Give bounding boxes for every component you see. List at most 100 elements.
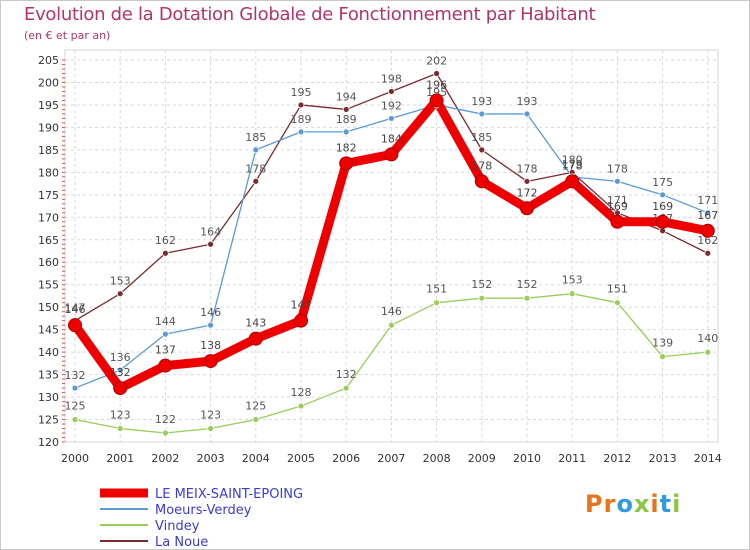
data-label-vindey: 125	[65, 400, 86, 413]
data-label-vindey: 153	[562, 274, 583, 287]
point-vindey	[568, 290, 576, 298]
data-label-vindey: 123	[200, 409, 221, 422]
x-tick-label: 2005	[287, 452, 315, 465]
y-tick-label: 130	[38, 391, 59, 404]
x-tick-label: 2010	[513, 452, 541, 465]
y-tick-label: 150	[38, 301, 59, 314]
point-vindey	[342, 384, 350, 392]
data-label-moeurs-verdey: 189	[291, 113, 312, 126]
data-label-la-noue: 178	[517, 162, 538, 175]
point-le-meix-saint-epoing	[68, 318, 82, 333]
data-label-moeurs-verdey: 195	[426, 86, 447, 99]
legend-label-vindey: Vindey	[155, 519, 200, 534]
point-moeurs-verdey	[71, 384, 79, 392]
logo-letter: i	[672, 490, 682, 518]
y-tick-label: 125	[38, 414, 59, 427]
data-label-moeurs-verdey: 175	[652, 176, 673, 189]
data-label-vindey: 132	[336, 368, 357, 381]
legend-label-moeurs-verdey: Moeurs-Verdey	[155, 503, 252, 518]
point-moeurs-verdey	[161, 330, 169, 338]
point-vindey	[71, 416, 79, 423]
data-label-vindey: 125	[245, 400, 266, 413]
point-le-meix-saint-epoing	[248, 331, 263, 346]
x-tick-label: 2007	[377, 452, 405, 465]
y-tick-label: 200	[38, 76, 59, 89]
x-tick-label: 2000	[61, 452, 89, 465]
point-vindey	[478, 294, 486, 302]
legend-label-le-meix-saint-epoing: LE MEIX-SAINT-EPOING	[155, 487, 303, 502]
point-le-meix-saint-epoing	[339, 156, 354, 171]
data-label-moeurs-verdey: 146	[200, 306, 221, 319]
logo-letter: i	[650, 490, 660, 518]
data-label-le-meix-saint-epoing: 147	[291, 299, 312, 312]
data-label-moeurs-verdey: 193	[517, 95, 538, 108]
y-tick-label: 160	[38, 256, 59, 269]
point-le-meix-saint-epoing	[474, 174, 489, 189]
data-label-vindey: 151	[607, 283, 628, 296]
y-tick-label: 140	[38, 346, 59, 359]
point-vindey	[116, 425, 124, 432]
data-label-moeurs-verdey: 185	[245, 131, 266, 144]
data-label-le-meix-saint-epoing: 146	[65, 303, 86, 316]
x-tick-label: 2012	[603, 452, 631, 465]
point-la-noue	[433, 70, 441, 77]
data-label-vindey: 151	[426, 283, 447, 296]
data-label-le-meix-saint-epoing: 143	[245, 317, 266, 330]
data-label-vindey: 140	[697, 332, 718, 345]
data-label-la-noue: 164	[200, 225, 221, 238]
point-vindey	[523, 294, 531, 302]
x-tick-label: 2008	[423, 452, 451, 465]
y-tick-label: 170	[38, 211, 59, 224]
data-label-le-meix-saint-epoing: 178	[562, 159, 583, 172]
point-moeurs-verdey	[659, 191, 666, 199]
point-vindey	[659, 353, 666, 361]
data-label-la-noue: 202	[426, 54, 447, 67]
point-vindey	[297, 402, 305, 410]
x-tick-label: 2006	[332, 452, 360, 465]
data-label-moeurs-verdey: 144	[155, 315, 176, 328]
data-label-la-noue: 171	[607, 194, 628, 207]
x-tick-label: 2009	[468, 452, 496, 465]
point-moeurs-verdey	[478, 110, 486, 118]
y-tick-label: 135	[38, 369, 59, 382]
data-label-la-noue: 178	[245, 162, 266, 175]
point-vindey	[387, 321, 395, 329]
logo-letter: P	[585, 490, 604, 518]
data-label-le-meix-saint-epoing: 137	[155, 344, 176, 357]
data-label-la-noue: 153	[110, 275, 131, 288]
x-tick-label: 2002	[151, 452, 179, 465]
data-label-la-noue: 194	[336, 90, 357, 103]
y-tick-label: 165	[38, 234, 59, 247]
data-label-moeurs-verdey: 171	[697, 194, 718, 207]
point-le-meix-saint-epoing	[113, 381, 128, 396]
point-la-noue	[161, 249, 169, 257]
data-label-vindey: 122	[155, 413, 176, 426]
point-vindey	[614, 299, 621, 307]
x-tick-label: 2014	[694, 452, 722, 465]
x-tick-label: 2013	[649, 452, 677, 465]
point-moeurs-verdey	[207, 321, 215, 329]
point-la-noue	[387, 88, 395, 95]
x-tick-label: 2003	[197, 452, 225, 465]
data-label-la-noue: 195	[291, 86, 312, 99]
point-le-meix-saint-epoing	[700, 223, 715, 238]
data-label-vindey: 139	[652, 337, 673, 350]
point-moeurs-verdey	[116, 366, 124, 374]
data-label-le-meix-saint-epoing: 172	[517, 186, 538, 199]
point-moeurs-verdey	[342, 128, 350, 136]
x-tick-label: 2001	[106, 452, 134, 465]
data-label-la-noue: 162	[155, 234, 176, 247]
data-label-moeurs-verdey: 136	[110, 351, 131, 364]
point-vindey	[433, 299, 441, 307]
data-label-vindey: 128	[291, 386, 312, 399]
x-tick-label: 2004	[242, 452, 270, 465]
data-label-vindey: 152	[517, 278, 538, 291]
point-la-noue	[478, 146, 486, 154]
point-le-meix-saint-epoing	[158, 358, 173, 373]
chart-subtitle: (en € et par an)	[24, 29, 111, 42]
point-le-meix-saint-epoing	[429, 93, 444, 108]
point-la-noue	[207, 240, 215, 248]
point-moeurs-verdey	[523, 110, 531, 118]
point-vindey	[252, 416, 260, 423]
